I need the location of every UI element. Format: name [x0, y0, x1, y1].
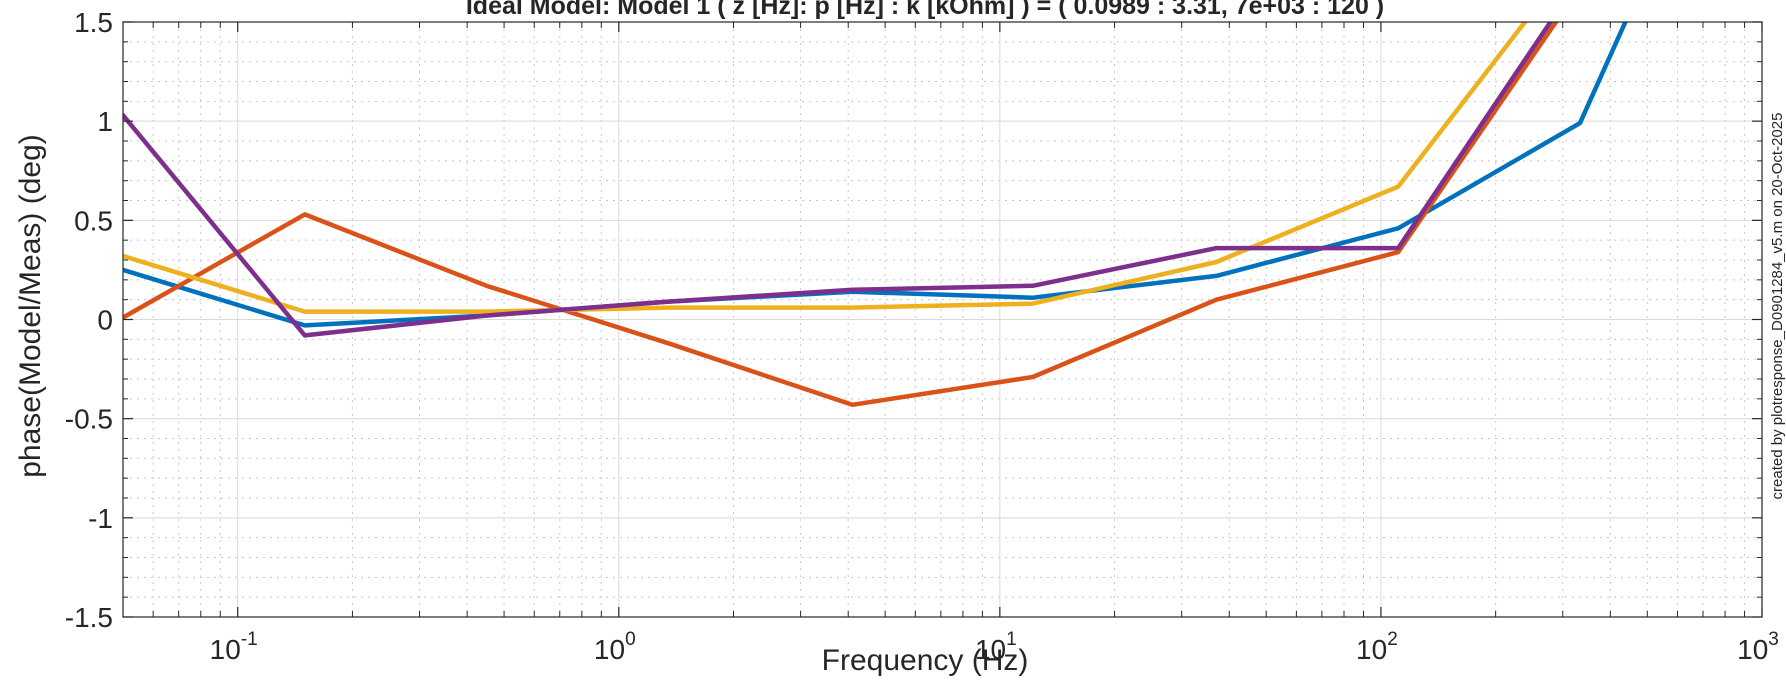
y-tick-label: -1.5 [65, 602, 113, 633]
y-axis-label: phase(Model/Meas) (deg) [14, 134, 47, 478]
y-tick-label: -1 [88, 503, 113, 534]
x-tick-base: 10 [1356, 634, 1387, 665]
grid-layer [123, 21, 1763, 618]
x-tick-base: 10 [975, 634, 1006, 665]
x-tick-exponent: 0 [625, 629, 636, 650]
series-line-3 [123, 22, 1528, 314]
series-line-4 [123, 22, 1554, 338]
y-tick-label: 1.5 [74, 7, 113, 38]
x-tick-label: 102 [1356, 629, 1398, 665]
series-line-2 [123, 22, 1559, 408]
x-tick-exponent: 1 [1006, 629, 1017, 650]
y-tick-label: 0 [97, 305, 113, 336]
x-tick-label: 10-1 [210, 629, 258, 665]
x-tick-base: 10 [594, 634, 625, 665]
x-tick-exponent: 3 [1768, 629, 1779, 650]
x-tick-label: 100 [594, 629, 636, 665]
x-tick-base: 10 [1737, 634, 1768, 665]
side-note: created by plotresponse_D0901284_v5.m on… [1769, 113, 1786, 500]
series-line-1 [123, 22, 1628, 328]
x-tick-base: 10 [210, 634, 241, 665]
chart-title: Ideal Model: Model 1 ( z [Hz]: p [Hz] : … [466, 0, 1384, 20]
x-axis-label: Frequency (Hz) [822, 644, 1029, 677]
x-tick-label: 101 [975, 629, 1017, 665]
x-tick-exponent: -1 [241, 629, 258, 650]
y-tick-label: 1 [97, 106, 113, 137]
x-tick-label: 103 [1737, 629, 1779, 665]
y-tick-label: 0.5 [74, 205, 113, 236]
series-layer [123, 22, 1628, 408]
y-tick-label: -0.5 [65, 404, 113, 435]
x-tick-exponent: 2 [1387, 629, 1398, 650]
